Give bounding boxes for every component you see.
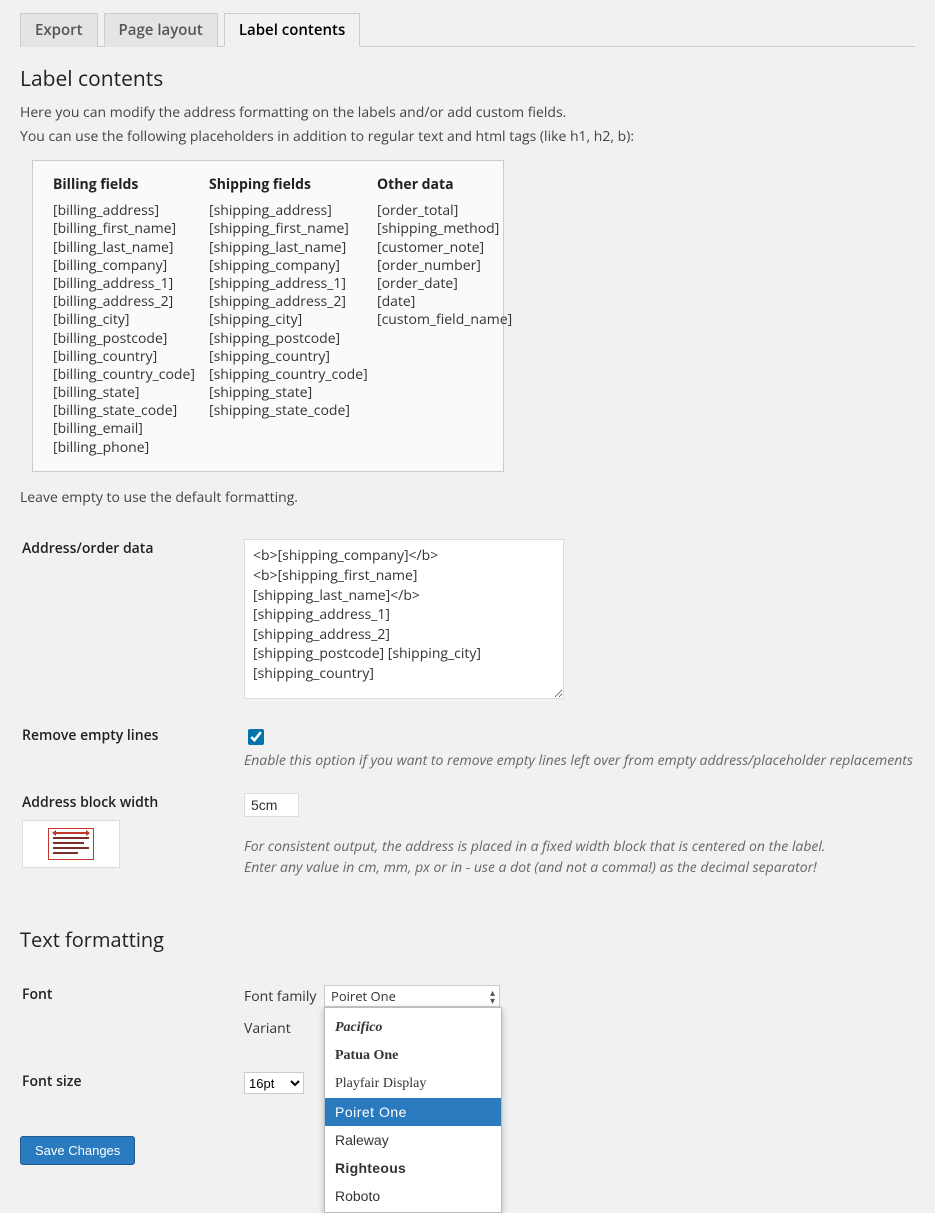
block-width-input[interactable] bbox=[244, 793, 299, 817]
font-option[interactable]: Roboto bbox=[325, 1182, 501, 1210]
placeholder-item: [shipping_state] bbox=[209, 384, 367, 402]
placeholder-item: [billing_address_1] bbox=[53, 275, 199, 293]
remove-empty-hint: Enable this option if you want to remove… bbox=[244, 751, 913, 770]
font-option[interactable]: Patua One bbox=[325, 1042, 501, 1070]
chevron-updown-icon: ▴▾ bbox=[490, 988, 495, 1004]
placeholder-item: [billing_email] bbox=[53, 420, 199, 438]
save-changes-button[interactable]: Save Changes bbox=[20, 1136, 135, 1165]
placeholder-item: [order_number] bbox=[377, 257, 517, 275]
placeholder-item: [shipping_country_code] bbox=[209, 366, 367, 384]
block-width-label: Address block width bbox=[22, 783, 242, 888]
placeholder-item: [shipping_country] bbox=[209, 348, 367, 366]
remove-empty-label: Remove empty lines bbox=[22, 716, 242, 781]
font-option[interactable]: Poiret One bbox=[325, 1098, 501, 1126]
font-label: Font bbox=[22, 975, 242, 1060]
placeholder-item: [billing_state] bbox=[53, 384, 199, 402]
address-data-textarea[interactable] bbox=[244, 539, 564, 699]
placeholder-item: [custom_field_name] bbox=[377, 311, 517, 329]
font-option[interactable]: Righteous bbox=[325, 1154, 501, 1182]
font-family-label: Font family bbox=[244, 987, 324, 1006]
placeholder-item: [shipping_address_1] bbox=[209, 275, 367, 293]
placeholder-item: [shipping_address_2] bbox=[209, 293, 367, 311]
placeholder-item: [date] bbox=[377, 293, 517, 311]
shipping-heading: Shipping fields bbox=[209, 175, 367, 194]
placeholder-item: [shipping_address] bbox=[209, 202, 367, 220]
placeholders-box: Billing fields [billing_address][billing… bbox=[32, 160, 504, 472]
font-size-label: Font size bbox=[22, 1062, 242, 1104]
placeholder-item: [shipping_city] bbox=[209, 311, 367, 329]
placeholder-item: [billing_country_code] bbox=[53, 366, 199, 384]
placeholder-item: [order_total] bbox=[377, 202, 517, 220]
placeholder-item: [billing_first_name] bbox=[53, 220, 199, 238]
tab-page-layout[interactable]: Page layout bbox=[104, 13, 218, 47]
nav-tabs: Export Page layout Label contents bbox=[20, 0, 915, 47]
font-option[interactable] bbox=[325, 1210, 501, 1213]
placeholder-item: [billing_state_code] bbox=[53, 402, 199, 420]
block-width-label-text: Address block width bbox=[22, 793, 158, 812]
block-width-hint-2: Enter any value in cm, mm, px or in - us… bbox=[244, 858, 817, 877]
placeholder-item: [shipping_postcode] bbox=[209, 330, 367, 348]
tab-export[interactable]: Export bbox=[20, 13, 98, 47]
placeholder-item: [billing_phone] bbox=[53, 439, 199, 457]
placeholder-item: [shipping_last_name] bbox=[209, 239, 367, 257]
address-width-icon bbox=[22, 820, 120, 868]
placeholder-item: [shipping_first_name] bbox=[209, 220, 367, 238]
font-family-select[interactable]: Poiret One ▴▾ bbox=[324, 985, 500, 1007]
intro-line-1: Here you can modify the address formatti… bbox=[20, 103, 915, 123]
placeholders-billing-col: Billing fields [billing_address][billing… bbox=[53, 175, 199, 457]
billing-heading: Billing fields bbox=[53, 175, 199, 194]
page-title: Label contents bbox=[20, 65, 915, 93]
font-option[interactable]: Pacifico bbox=[325, 1014, 501, 1042]
font-size-select[interactable]: 16pt bbox=[244, 1072, 304, 1094]
font-family-selected: Poiret One bbox=[331, 987, 396, 1005]
font-family-select-wrap: Poiret One ▴▾ Noto SerifPacificoPatua On… bbox=[324, 985, 500, 1007]
placeholder-item: [shipping_state_code] bbox=[209, 402, 367, 420]
text-formatting-heading: Text formatting bbox=[20, 926, 915, 953]
placeholder-item: [billing_company] bbox=[53, 257, 199, 275]
leave-empty-note: Leave empty to use the default formattin… bbox=[20, 488, 915, 508]
intro-line-2: You can use the following placeholders i… bbox=[20, 127, 915, 147]
placeholder-item: [billing_country] bbox=[53, 348, 199, 366]
placeholder-item: [billing_postcode] bbox=[53, 330, 199, 348]
placeholder-item: [billing_city] bbox=[53, 311, 199, 329]
placeholders-other-col: Other data [order_total][shipping_method… bbox=[377, 175, 517, 457]
placeholder-item: [billing_address] bbox=[53, 202, 199, 220]
font-family-dropdown: Noto SerifPacificoPatua OnePlayfair Disp… bbox=[324, 1007, 502, 1213]
placeholder-item: [billing_address_2] bbox=[53, 293, 199, 311]
font-variant-label: Variant bbox=[244, 1019, 324, 1038]
block-width-hint-1: For consistent output, the address is pl… bbox=[244, 837, 825, 856]
address-data-label: Address/order data bbox=[22, 529, 242, 714]
placeholder-item: [order_date] bbox=[377, 275, 517, 293]
font-option[interactable]: Playfair Display bbox=[325, 1070, 501, 1098]
placeholder-item: [customer_note] bbox=[377, 239, 517, 257]
tab-label-contents[interactable]: Label contents bbox=[224, 13, 360, 47]
placeholder-item: [shipping_method] bbox=[377, 220, 517, 238]
placeholder-item: [billing_last_name] bbox=[53, 239, 199, 257]
placeholder-item: [shipping_company] bbox=[209, 257, 367, 275]
placeholders-shipping-col: Shipping fields [shipping_address][shipp… bbox=[209, 175, 367, 457]
remove-empty-checkbox[interactable] bbox=[248, 729, 264, 745]
other-heading: Other data bbox=[377, 175, 517, 194]
font-option[interactable]: Noto Serif bbox=[325, 1008, 501, 1014]
font-option[interactable]: Raleway bbox=[325, 1126, 501, 1154]
